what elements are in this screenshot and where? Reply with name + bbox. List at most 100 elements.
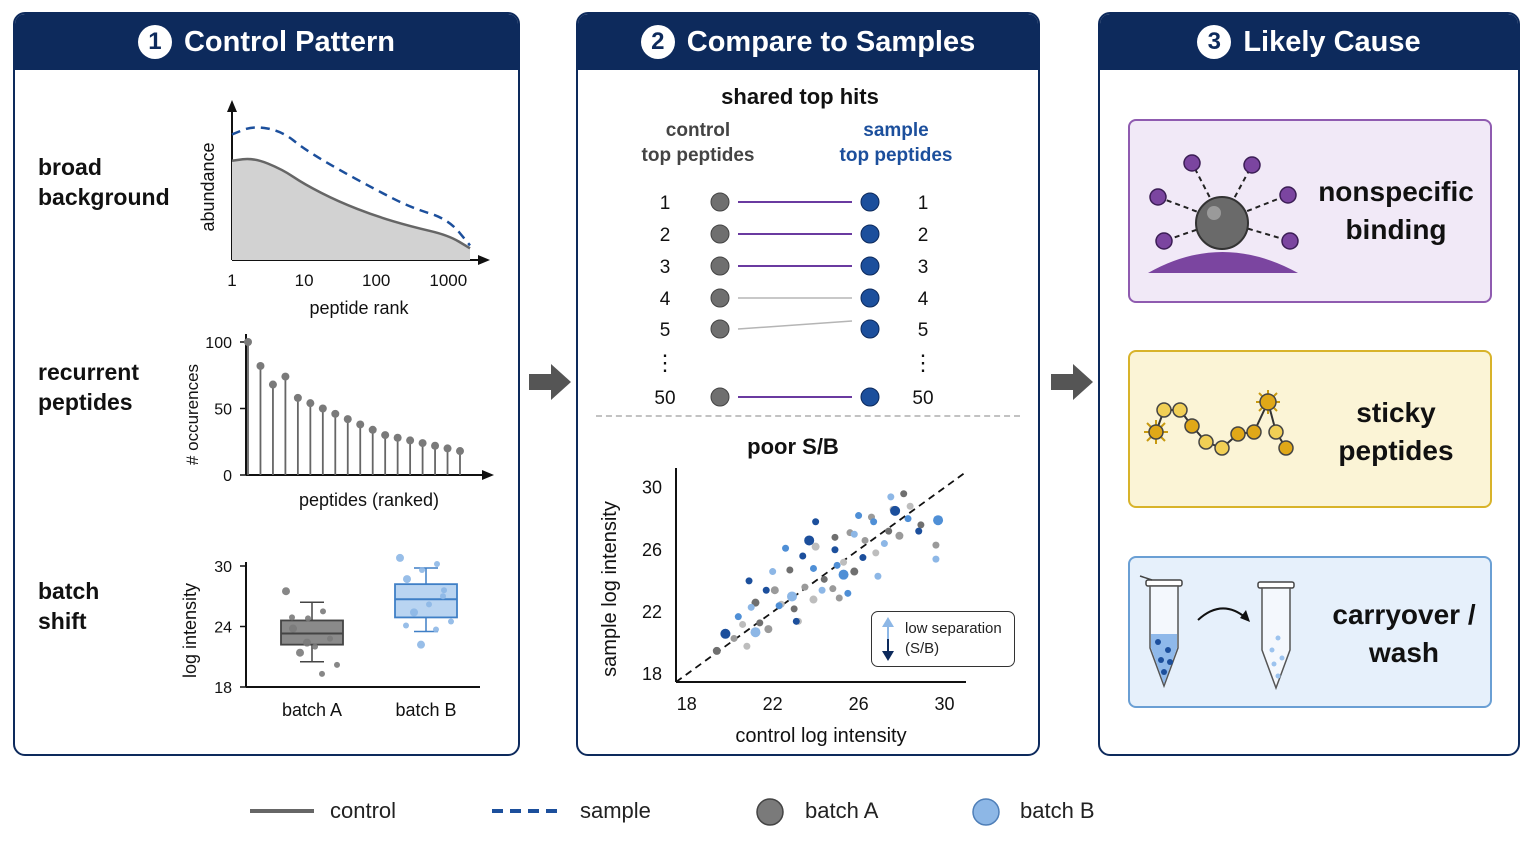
batch-a-point [932, 541, 940, 549]
batch-a-point [872, 549, 880, 557]
note-line-1: low separation [905, 620, 1002, 637]
box-point [448, 618, 454, 625]
batch-b-point [720, 628, 731, 639]
cause-label: sticky peptides [1338, 397, 1454, 466]
sample-rank-label: 1 [918, 193, 929, 214]
batch-a-point [835, 594, 843, 602]
batch-b-point [870, 518, 878, 526]
sample-ellipsis: ⋮ [912, 350, 934, 375]
x-axis-label: peptides (ranked) [299, 490, 439, 510]
x-tick-label: 30 [935, 694, 955, 714]
sample-peptide-dot [860, 387, 880, 407]
batch-b-point [874, 572, 882, 580]
tube-transfer-icon [1139, 575, 1295, 691]
x-tick-label: batch B [395, 700, 456, 720]
panel-likely-cause: 3 Likely Cause [1098, 12, 1520, 756]
y-axis-label: abundance [198, 142, 218, 231]
batch-a-point [809, 595, 818, 604]
y-tick-label: 50 [214, 402, 232, 419]
x-tick-label: 26 [849, 694, 869, 714]
box-point [289, 624, 297, 633]
batch-a-point [743, 642, 751, 650]
legend-batch-b-label: batch B [1020, 798, 1095, 823]
cause-label: nonspecific binding [1318, 176, 1474, 245]
batch-b-point [850, 530, 858, 538]
sample-top-peptides-header: sample top peptides [839, 120, 953, 166]
box-body [394, 583, 458, 619]
batch-b-point [762, 586, 770, 594]
batch-b-point [932, 555, 940, 563]
box-body [280, 619, 344, 646]
batch-a-point [850, 567, 859, 576]
y-axis-arrow-icon [227, 100, 237, 112]
x-tick-label: 100 [362, 271, 390, 290]
flow-arrow-icon [1051, 364, 1093, 400]
sample-rank-label: 5 [918, 320, 929, 341]
batch-b-point [747, 603, 755, 611]
y-tick-label: 26 [642, 540, 662, 560]
box-point [396, 553, 404, 562]
lollipop-head [368, 425, 377, 434]
sample-rank-label: 3 [918, 257, 929, 278]
batch-a-point [739, 620, 747, 628]
batch-a-point [900, 490, 908, 498]
batch-b-point [880, 540, 888, 548]
rank-comparison-diagram: 1 1 2 2 3 3 4 4 5 5 50 50 ⋮ ⋮ [654, 192, 934, 409]
sample-curve [231, 126, 471, 247]
panel-control-pattern: 1 Control Pattern broad background recur… [13, 12, 520, 756]
x-tick-label: 10 [295, 271, 314, 290]
box-point [296, 648, 304, 657]
batch-box-plot: 18 24 30 batch A batch B log intensity [180, 553, 480, 720]
note-line-2: (S/B) [905, 640, 940, 657]
abundance-area-chart: 1 10 100 1000 peptide rank abundance [198, 100, 490, 318]
box-point [440, 593, 446, 600]
lollipop-head [393, 433, 402, 442]
control-rank-label: 5 [660, 320, 671, 341]
lollipop-head [306, 399, 315, 408]
panel-title: Compare to Samples [686, 25, 976, 58]
batch-b-point [782, 544, 790, 552]
y-axis-label: sample log intensity [599, 501, 621, 677]
y-tick-label: 18 [214, 680, 232, 697]
nonspecific-binding-icon [1148, 154, 1299, 273]
y-tick-label: 24 [214, 620, 232, 637]
legend: control sample batch A batch B [0, 790, 1536, 834]
lollipop-head [268, 380, 277, 389]
box-point [282, 587, 290, 596]
sticky-peptide-chain-icon [1144, 390, 1294, 456]
legend-control-label: control [330, 798, 397, 823]
control-peptide-dot [710, 387, 730, 407]
batch-b-dot-swatch [972, 798, 1000, 826]
batch-a-point [895, 531, 904, 540]
lollipop-head [456, 447, 464, 456]
control-rank-label: 3 [660, 257, 671, 278]
sample-rank-label: 4 [918, 289, 929, 310]
batch-a-point [764, 625, 773, 634]
poor-sb-title: poor S/B [747, 434, 839, 459]
batch-b-point [844, 589, 852, 597]
y-tick-label: 30 [214, 559, 232, 576]
batch-a-point [840, 558, 848, 566]
batch-a-point [820, 575, 828, 583]
box-point [403, 622, 409, 629]
step-number: 2 [640, 25, 675, 59]
shared-top-hits-title: shared top hits [721, 84, 879, 109]
box-point [417, 640, 425, 649]
batch-b-point [904, 515, 912, 523]
control-ellipsis: ⋮ [654, 350, 676, 375]
batch-a-point [712, 646, 721, 655]
lollipop-head [318, 404, 327, 413]
control-line-swatch [250, 809, 314, 813]
box-point [419, 567, 425, 574]
control-top-peptides-header: control top peptides [641, 120, 755, 166]
lollipop-head [418, 439, 427, 448]
sample-peptide-dot [860, 319, 880, 339]
control-peptide-dot [710, 224, 730, 244]
batch-a-point [885, 527, 893, 535]
lollipop-head [331, 409, 340, 418]
lollipop-head [293, 393, 302, 402]
row-label-batch-shift: batch shift [38, 578, 100, 634]
x-axis-label: control log intensity [735, 725, 906, 747]
y-tick-label: 22 [642, 602, 662, 622]
box-point [312, 643, 318, 650]
